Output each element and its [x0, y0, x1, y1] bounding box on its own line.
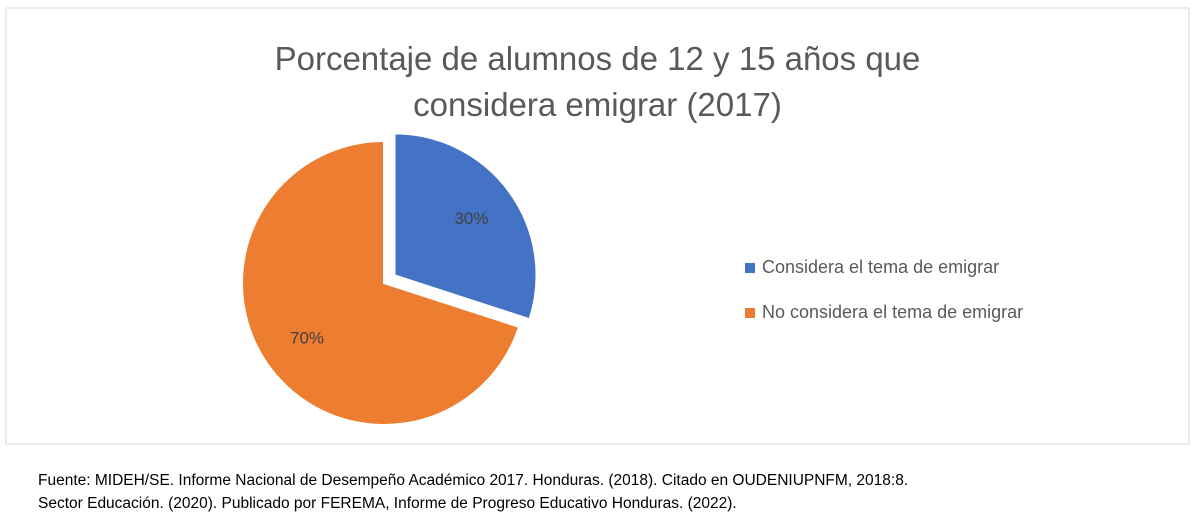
source-line: Fuente: MIDEH/SE. Informe Nacional de De… — [38, 472, 909, 489]
data-label: 30% — [454, 209, 488, 228]
legend-label: No considera el tema de emigrar — [762, 302, 1023, 322]
data-label: 70% — [290, 328, 324, 347]
source: Fuente: MIDEH/SE. Informe Nacional de De… — [38, 469, 908, 515]
legend-label: Considera el tema de emigrar — [762, 257, 999, 277]
title-wrap: Porcentaje de alumnos de 12 y 15 años qu… — [0, 36, 1195, 128]
legend-swatch — [745, 263, 755, 273]
source-line: Sector Educación. (2020). Publicado por … — [38, 495, 737, 512]
pie-slice — [241, 139, 521, 426]
pie-slice — [393, 132, 538, 321]
chart-border — [5, 7, 1190, 445]
chart-title: Porcentaje de alumnos de 12 y 15 años qu… — [274, 40, 921, 123]
legend-swatch — [745, 308, 755, 318]
